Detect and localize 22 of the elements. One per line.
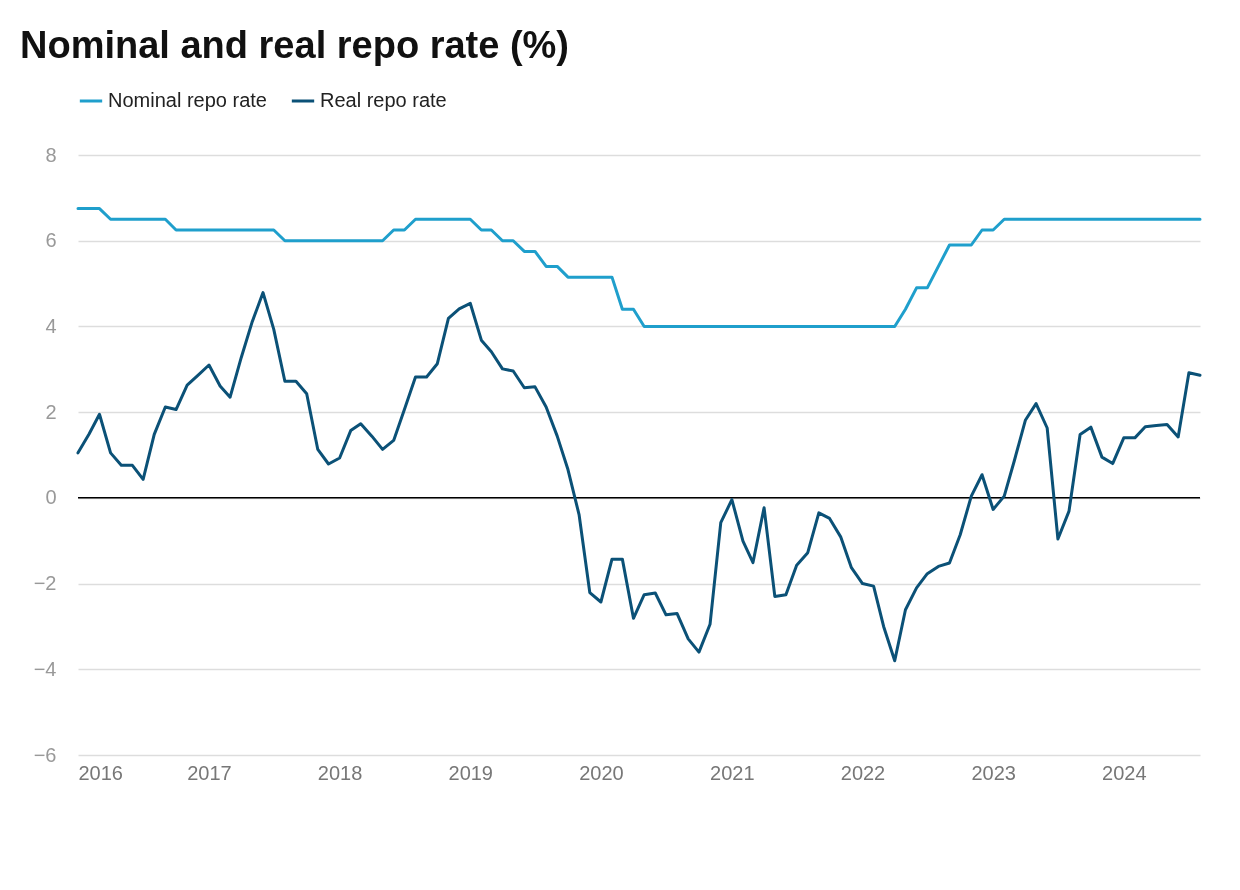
x-tick-label: 2023 bbox=[971, 761, 1016, 784]
y-tick-label: −2 bbox=[33, 572, 57, 595]
x-tick-label: 2018 bbox=[317, 761, 363, 784]
y-tick-label: −6 bbox=[33, 743, 57, 766]
x-tick-label: 2022 bbox=[840, 761, 886, 784]
y-tick-label: 8 bbox=[45, 143, 57, 166]
y-tick-label: −4 bbox=[33, 657, 57, 680]
x-tick-label: 2019 bbox=[448, 761, 493, 784]
chart-title: Nominal and real repo rate (%) bbox=[20, 24, 570, 66]
x-tick-label: 2024 bbox=[1102, 761, 1147, 784]
y-tick-label: 6 bbox=[45, 229, 57, 252]
x-tick-label: 2021 bbox=[710, 761, 755, 784]
x-tick-label: 2016 bbox=[78, 761, 123, 784]
y-tick-label: 2 bbox=[45, 400, 57, 423]
line-series bbox=[76, 207, 1202, 328]
y-tick-label: 4 bbox=[45, 314, 57, 337]
legend-label: Real repo rate bbox=[320, 89, 447, 111]
x-tick-label: 2017 bbox=[187, 761, 232, 784]
x-tick-label: 2020 bbox=[579, 761, 624, 784]
line-series bbox=[76, 291, 1202, 663]
legend-label: Nominal repo rate bbox=[108, 89, 267, 111]
y-tick-label: 0 bbox=[45, 486, 57, 509]
